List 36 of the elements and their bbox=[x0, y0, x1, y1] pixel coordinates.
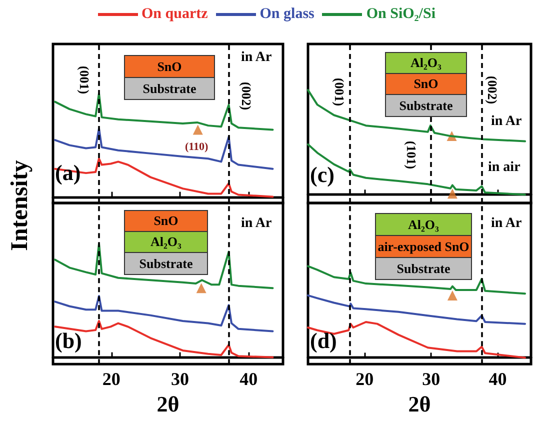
legend-label: On SiO₂/Si bbox=[366, 6, 436, 23]
layer-stack: Al₂O₃ air-exposed SnO Substrate bbox=[375, 213, 472, 280]
annotation: in air bbox=[488, 160, 520, 176]
x-tick-label: 30 bbox=[171, 369, 190, 390]
y-axis-title: Intensity bbox=[6, 160, 34, 250]
text: in Ar bbox=[241, 216, 272, 232]
annotation: (110) bbox=[185, 141, 208, 153]
layer-stack: SnO Al₂O₃ Substrate bbox=[124, 210, 208, 275]
x-axis-title: 2θ bbox=[408, 392, 431, 416]
x-tick-label: 40 bbox=[488, 369, 507, 390]
annotation: (002) bbox=[238, 82, 254, 110]
annotation: (002) bbox=[484, 76, 500, 104]
annotation: SnO bbox=[386, 73, 466, 94]
x-tick-label: 30 bbox=[422, 369, 440, 390]
x-tick-label: 20 bbox=[356, 369, 374, 390]
layer-stack: Al₂O₃ SnO Substrate bbox=[385, 52, 467, 117]
annotation: Substrate bbox=[125, 252, 207, 274]
annotation: (001) bbox=[76, 66, 92, 94]
annotation: Substrate bbox=[386, 94, 466, 116]
layer-stack: SnO Substrate bbox=[124, 55, 215, 100]
annotation: Substrate bbox=[125, 77, 214, 99]
annotation: (b) bbox=[55, 328, 82, 354]
legend-label: On glass bbox=[260, 6, 314, 23]
x-axis-title: 2θ bbox=[156, 392, 180, 416]
annotation: (c) bbox=[310, 162, 334, 188]
text: in Ar bbox=[491, 216, 522, 232]
legend-label: On quartz bbox=[142, 6, 208, 23]
annotation: (101) bbox=[403, 140, 420, 170]
annotation: in Ar bbox=[491, 114, 522, 130]
annotation: (d) bbox=[310, 328, 337, 354]
x-tick-label: 40 bbox=[240, 369, 258, 390]
text: in Ar bbox=[241, 50, 272, 66]
annotation: (001) bbox=[331, 78, 348, 106]
x-tick-label: 20 bbox=[102, 369, 120, 390]
annotation: Substrate bbox=[376, 257, 471, 279]
annotation: Al₂O₃ bbox=[125, 231, 207, 252]
